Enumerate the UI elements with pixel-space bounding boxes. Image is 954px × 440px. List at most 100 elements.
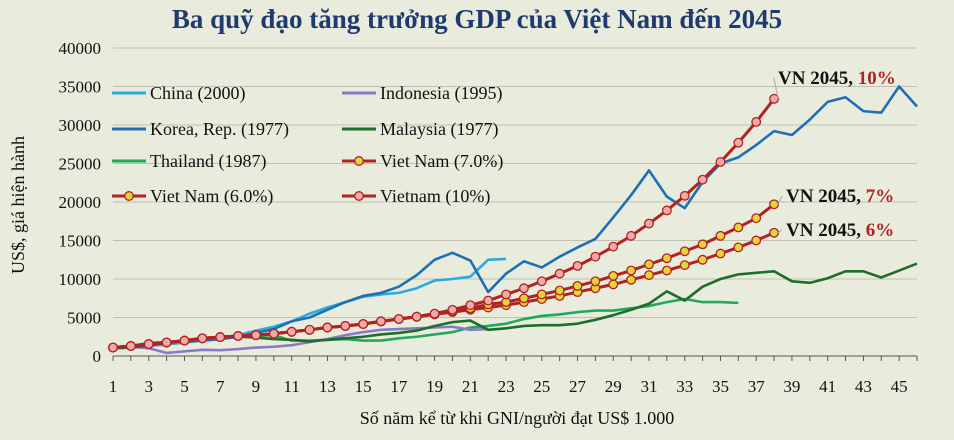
data-point: [358, 319, 369, 329]
data-point: [626, 274, 637, 285]
legend: China (2000) Indonesia (1995) Korea, Rep. …: [112, 83, 503, 207]
data-point: [769, 93, 780, 104]
data-point: [143, 339, 154, 350]
annotation-label: VN 2045, 6%: [786, 220, 894, 241]
legend-label: China (2000): [150, 83, 245, 104]
legend-marker: [354, 191, 364, 201]
data-point: [250, 330, 261, 341]
data-point: [733, 222, 744, 233]
data-point: [661, 253, 672, 264]
legend-label: Vietnam (10%): [380, 186, 490, 207]
data-point: [322, 322, 333, 333]
x-axis-label: Số năm kể từ khi GNI/người đạt US$ 1.000: [360, 408, 675, 428]
x-tick-label: 27: [569, 377, 587, 396]
legend-item: Viet Nam (6.0%): [112, 186, 273, 207]
data-point: [608, 270, 619, 281]
legend-label: Malaysia (1977): [380, 119, 498, 140]
data-point: [733, 242, 744, 253]
legend-marker: [124, 191, 134, 201]
legend-label: Thailand (1987): [150, 151, 266, 172]
annotation-vn2045: VN 2045, 7%: [777, 186, 894, 207]
data-point: [715, 157, 726, 167]
data-point: [286, 326, 297, 337]
y-tick-label: 15000: [59, 232, 102, 251]
data-point: [769, 199, 780, 210]
data-point: [661, 265, 672, 276]
annotations: VN 2045, 10% VN 2045, 7% VN 2045, 6%: [773, 68, 896, 241]
x-tick-label: 13: [319, 377, 336, 396]
data-point: [751, 235, 762, 246]
x-tick-label: 45: [891, 377, 908, 396]
data-point: [626, 230, 637, 241]
series-7: [108, 93, 780, 353]
series-line: [112, 257, 507, 350]
data-point: [554, 268, 565, 279]
legend-label: Viet Nam (7.0%): [380, 151, 503, 172]
x-tick-label: 17: [390, 377, 408, 396]
y-axis-label: US$, giá hiện hành: [8, 136, 28, 274]
data-point: [340, 321, 351, 331]
x-tick-label: 21: [462, 377, 479, 396]
annotation-vn2045: VN 2045, 10%: [773, 68, 896, 99]
legend-item: China (2000): [112, 83, 245, 104]
data-point: [536, 289, 547, 300]
x-tick-label: 25: [533, 377, 550, 396]
x-tick-label: 35: [712, 377, 729, 396]
x-tick-label: 1: [109, 377, 118, 396]
data-point: [429, 308, 440, 319]
data-point: [465, 300, 476, 311]
series-3: [112, 262, 918, 350]
data-point: [304, 324, 315, 335]
data-point: [661, 205, 672, 216]
data-point: [608, 279, 619, 290]
data-point: [751, 116, 762, 127]
legend-item: Thailand (1987): [112, 151, 266, 172]
x-tick-label: 9: [252, 377, 261, 396]
data-point: [411, 311, 422, 322]
data-point: [644, 259, 654, 270]
legend-marker: [354, 156, 364, 166]
x-tick-label: 7: [216, 377, 225, 396]
series-5: [108, 199, 780, 353]
data-point: [679, 246, 690, 257]
data-point: [215, 332, 226, 343]
annotation-vn2045: VN 2045, 6%: [777, 220, 894, 241]
x-tick-label: 37: [748, 377, 766, 396]
data-point: [483, 295, 494, 306]
y-tick-label: 25000: [59, 155, 102, 174]
data-point: [268, 328, 279, 339]
data-point: [233, 331, 244, 341]
legend-label: Korea, Rep. (1977): [150, 119, 289, 140]
annotation-leader: [777, 195, 783, 205]
x-tick-label: 31: [641, 377, 658, 396]
x-tick-label: 15: [355, 377, 372, 396]
x-tick-label: 33: [676, 377, 693, 396]
data-point: [608, 241, 619, 252]
data-point: [108, 342, 118, 353]
data-point: [376, 316, 386, 327]
legend-item: Korea, Rep. (1977): [112, 119, 289, 140]
data-point: [590, 276, 601, 287]
grid: [113, 47, 917, 318]
legend-item: Viet Nam (7.0%): [342, 151, 503, 172]
legend-item: Indonesia (1995): [342, 83, 502, 104]
x-tick-label: 41: [819, 377, 836, 396]
x-tick-label: 19: [426, 377, 443, 396]
legend-item: Malaysia (1977): [342, 119, 498, 140]
data-point: [644, 218, 654, 229]
y-tick-label: 35000: [59, 78, 102, 97]
y-tick-label: 30000: [59, 116, 102, 135]
series-line: [112, 231, 775, 350]
data-point: [518, 293, 529, 304]
annotation-leader: [777, 229, 783, 234]
y-tick-label: 20000: [59, 193, 102, 212]
data-point: [715, 230, 726, 241]
y-tick-label: 40000: [59, 39, 102, 58]
data-point: [697, 239, 708, 250]
legend-label: Viet Nam (6.0%): [150, 186, 273, 207]
x-tick-label: 23: [498, 377, 515, 396]
data-point: [697, 254, 708, 265]
data-point: [679, 260, 690, 271]
data-point: [393, 314, 404, 324]
